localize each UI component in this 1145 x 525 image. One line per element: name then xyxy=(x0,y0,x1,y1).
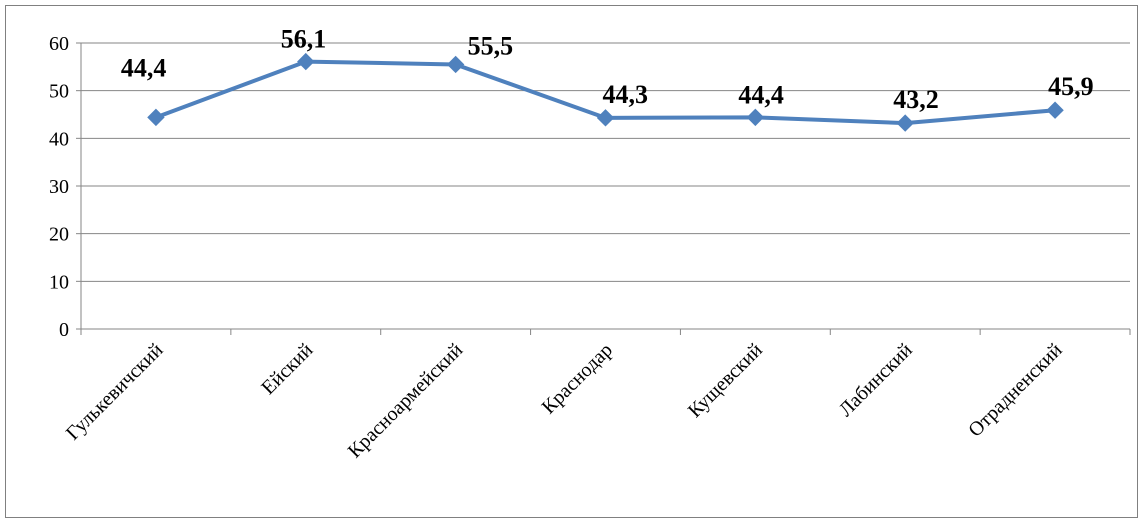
x-tick-label: Гулькевичский xyxy=(62,339,168,445)
y-tick-label: 0 xyxy=(59,319,69,341)
x-tick-label: Лабинский xyxy=(835,339,917,421)
data-label: 44,3 xyxy=(603,80,649,109)
data-point-marker xyxy=(746,108,765,127)
data-point-marker xyxy=(896,114,914,132)
data-label: 44,4 xyxy=(121,53,167,82)
y-tick-label: 20 xyxy=(49,224,69,246)
line-chart: 0 10 20 30 40 50 60 Гулькевичский Ейский Красноа… xyxy=(49,25,1131,463)
grid-layer xyxy=(81,42,1130,282)
x-tick-label: Краснодар xyxy=(538,339,617,418)
data-point-marker xyxy=(147,108,165,127)
x-tick-label: Ейский xyxy=(257,339,317,399)
data-point-marker xyxy=(297,52,315,71)
data-point-marker xyxy=(446,55,465,74)
x-tick-label: Красноармейский xyxy=(344,339,468,463)
data-label: 55,5 xyxy=(468,31,513,60)
data-point-marker xyxy=(596,109,615,127)
data-label: 44,4 xyxy=(738,80,784,109)
y-tick-labels: 0 10 20 30 40 50 60 xyxy=(49,33,69,341)
data-point-marker xyxy=(1046,101,1064,119)
x-tick-label: Кущевский xyxy=(684,339,767,422)
data-label: 45,9 xyxy=(1048,72,1094,101)
data-label: 56,1 xyxy=(281,25,327,54)
y-tick-label: 60 xyxy=(49,33,69,55)
y-tick-label: 40 xyxy=(49,128,69,150)
series-layer xyxy=(147,52,1064,132)
y-tick-label: 30 xyxy=(49,176,69,198)
data-labels: 44,4 56,1 55,5 44,3 44,4 43,2 45,9 xyxy=(121,25,1094,114)
x-tick-labels: Гулькевичский Ейский Красноармейский Красно… xyxy=(62,339,1067,463)
chart-frame: 0 10 20 30 40 50 60 Гулькевичский Ейский Красноа… xyxy=(5,5,1138,518)
y-tick-label: 10 xyxy=(49,271,69,293)
axis-layer xyxy=(76,42,1131,335)
y-tick-label: 50 xyxy=(49,81,69,103)
data-label: 43,2 xyxy=(893,85,939,114)
x-tick-label: Отрадненский xyxy=(964,339,1067,442)
